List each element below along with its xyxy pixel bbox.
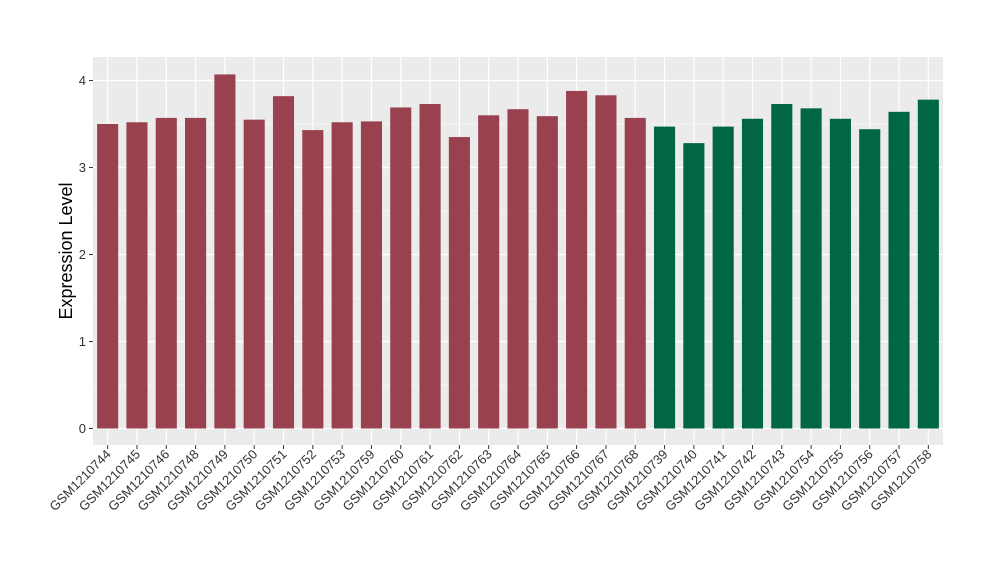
bar-GSM1210753 bbox=[331, 122, 353, 429]
y-axis: 0 1 2 3 4 bbox=[79, 73, 93, 436]
bar-GSM1210762 bbox=[448, 137, 470, 429]
bar-GSM1210754 bbox=[800, 108, 822, 429]
bar-GSM1210742 bbox=[741, 118, 764, 429]
bar-GSM1210750 bbox=[243, 119, 265, 429]
bar-GSM1210763 bbox=[478, 115, 500, 429]
bar-GSM1210756 bbox=[859, 129, 881, 429]
bar-GSM1210752 bbox=[302, 130, 324, 429]
bar-GSM1210766 bbox=[566, 90, 588, 429]
y-tick-label: 3 bbox=[79, 160, 86, 175]
bar-GSM1210751 bbox=[272, 96, 295, 429]
bar-GSM1210765 bbox=[536, 116, 558, 429]
bar-GSM1210739 bbox=[654, 126, 676, 429]
bar-GSM1210748 bbox=[185, 117, 207, 429]
bar-GSM1210759 bbox=[360, 121, 382, 429]
bar-GSM1210743 bbox=[771, 103, 793, 429]
bar-GSM1210744 bbox=[97, 124, 119, 429]
bar-GSM1210755 bbox=[829, 118, 851, 429]
bar-GSM1210761 bbox=[419, 103, 441, 429]
bar-GSM1210749 bbox=[214, 74, 236, 429]
bar-GSM1210760 bbox=[390, 107, 412, 429]
bar-GSM1210741 bbox=[712, 126, 734, 429]
bar-GSM1210745 bbox=[126, 122, 148, 429]
bars bbox=[97, 74, 939, 429]
y-tick-label: 4 bbox=[79, 73, 86, 88]
bar-GSM1210758 bbox=[917, 99, 939, 429]
x-axis: GSM1210744GSM1210745GSM1210746GSM1210748… bbox=[46, 445, 934, 514]
bar-GSM1210746 bbox=[155, 117, 177, 429]
y-tick-label: 1 bbox=[79, 334, 86, 349]
y-axis-title: Expression Level bbox=[56, 182, 76, 319]
bar-GSM1210757 bbox=[888, 111, 910, 429]
bar-GSM1210767 bbox=[595, 95, 617, 429]
bar-GSM1210764 bbox=[507, 109, 529, 429]
y-tick-label: 0 bbox=[79, 421, 86, 436]
bar-GSM1210740 bbox=[683, 143, 705, 429]
bar-GSM1210768 bbox=[624, 117, 646, 429]
y-tick-label: 2 bbox=[79, 247, 86, 262]
